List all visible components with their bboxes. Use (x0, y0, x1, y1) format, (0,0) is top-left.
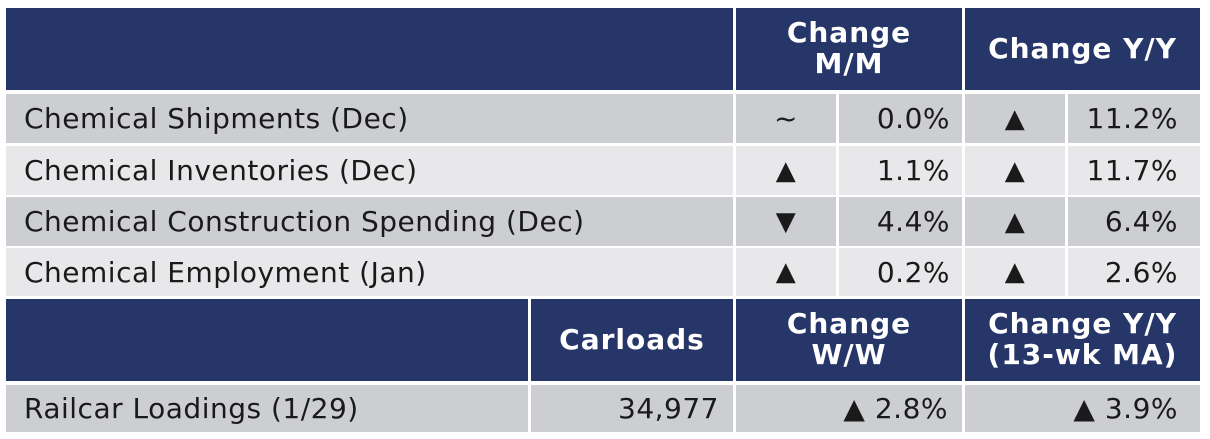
header-change-yy-ma: Change Y/Y (13-wk MA) (965, 299, 1200, 381)
row-3-yy-value: 6.4% (1068, 197, 1200, 246)
row-2-yy-value: 11.7% (1068, 146, 1200, 195)
row-4-yy-value: 2.6% (1068, 248, 1200, 296)
header-carloads: Carloads (531, 299, 733, 381)
row-1-mm-symbol: ~ (736, 94, 836, 143)
header-change-ww: Change W/W (736, 299, 962, 381)
header-change-yy-ma-label: Change Y/Y (13-wk MA) (987, 307, 1178, 371)
row-1-yy-symbol: ▲ (965, 94, 1065, 143)
row-4-label: Chemical Employment (Jan) (6, 248, 733, 296)
row-2-label: Chemical Inventories (Dec) (6, 146, 733, 195)
row-1-label: Chemical Shipments (Dec) (6, 94, 733, 143)
row-3-mm-value: 4.4% (839, 197, 962, 246)
header-blank-cell (6, 8, 733, 90)
header2-blank-cell (6, 299, 528, 381)
row-2-mm-symbol: ▲ (736, 146, 836, 195)
header-change-mm: Change M/M (736, 8, 962, 90)
row-3-yy-symbol: ▲ (965, 197, 1065, 246)
railcar-yy: ▲ 3.9% (965, 385, 1200, 432)
row-3-label: Chemical Construction Spending (Dec) (6, 197, 733, 246)
row-4-yy-symbol: ▲ (965, 248, 1065, 296)
row-2-mm-value: 1.1% (839, 146, 962, 195)
row-2-yy-symbol: ▲ (965, 146, 1065, 195)
row-1-mm-value: 0.0% (839, 94, 962, 143)
header-change-yy-label: Change Y/Y (988, 31, 1177, 65)
row-4-mm-symbol: ▲ (736, 248, 836, 296)
header-carloads-label: Carloads (559, 322, 705, 356)
header-change-ww-label: Change W/W (786, 307, 912, 371)
railcar-label: Railcar Loadings (1/29) (6, 385, 528, 432)
railcar-ww: ▲ 2.8% (736, 385, 962, 432)
railcar-carloads: 34,977 (531, 385, 733, 432)
row-1-yy-value: 11.2% (1068, 94, 1200, 143)
row-4-mm-value: 0.2% (839, 248, 962, 296)
row-3-mm-symbol: ▼ (736, 197, 836, 246)
header-change-yy: Change Y/Y (965, 8, 1200, 90)
header-change-mm-label: Change M/M (786, 16, 912, 80)
